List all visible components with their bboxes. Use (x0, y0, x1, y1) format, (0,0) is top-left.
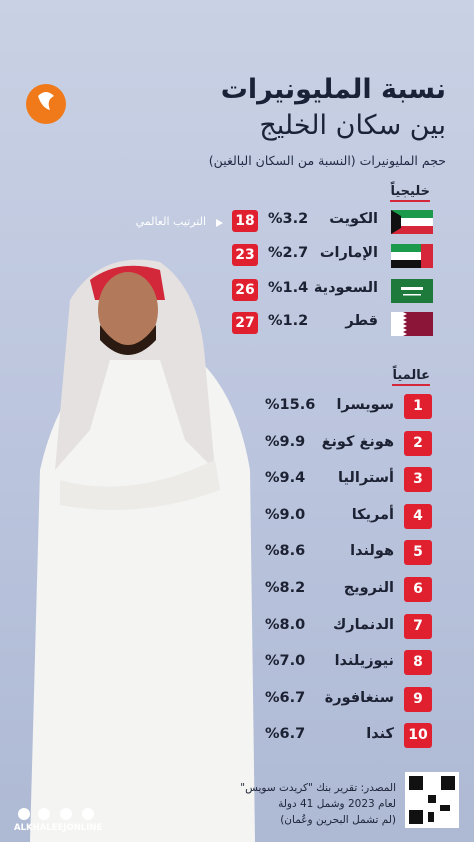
flag (391, 312, 433, 336)
share: %15.6 (265, 397, 316, 413)
flag (391, 244, 433, 268)
source: المصدر: تقرير بنك "كريدت سويس" (240, 782, 396, 794)
share: %7.0 (265, 653, 306, 670)
logo-mark (38, 92, 54, 110)
rank: 9 (404, 686, 432, 712)
country-name: سنغافورة (324, 689, 394, 706)
country-name: هونغ كونغ (321, 433, 394, 450)
rank: 7 (404, 613, 432, 639)
title: بين سكان الخليج (259, 110, 446, 141)
country-name: السعودية (313, 280, 378, 296)
country-name: الإمارات (319, 245, 378, 261)
country-name: أستراليا (338, 470, 394, 487)
flag (391, 210, 433, 234)
share: %1.4 (268, 280, 309, 296)
world-rank: 18 (232, 210, 258, 232)
brand: ALKHALEEJONLINE (14, 823, 103, 833)
country-name: سويسرا (336, 397, 394, 413)
rank: 5 (404, 540, 432, 566)
share: %8.0 (265, 616, 306, 633)
country-name: هولندا (350, 543, 394, 560)
country-name: أمريكا (351, 506, 394, 523)
arrow (216, 219, 223, 227)
rank: 6 (404, 577, 432, 602)
section-heading: خليجياً (390, 184, 430, 202)
country-name: الكويت (329, 211, 378, 227)
rank: 10 (404, 723, 432, 749)
share: %8.2 (265, 580, 306, 596)
share: %6.7 (265, 726, 306, 743)
source: (لم تشمل البحرين وعُمان) (280, 814, 396, 826)
source: لعام 2023 وشمل 41 دولة (278, 798, 396, 810)
share: %8.6 (265, 543, 306, 560)
share: %3.2 (268, 211, 309, 227)
rank: 3 (404, 467, 432, 493)
share: %9.4 (265, 470, 306, 487)
qr-code (405, 772, 459, 828)
rank: 2 (404, 430, 432, 456)
person-photo (30, 259, 255, 842)
share: %6.7 (265, 689, 306, 706)
country-name: نيوزيلندا (334, 653, 394, 670)
country-name: قطر (345, 313, 378, 329)
rank: 8 (404, 650, 432, 676)
subtitle: حجم المليونيرات (النسبة من السكان البالغ… (208, 153, 446, 168)
share: %2.7 (268, 245, 309, 261)
title: نسبة المليونيرات (220, 74, 446, 105)
share: %9.9 (265, 433, 306, 450)
world-rank: 27 (232, 312, 258, 334)
flag (391, 279, 433, 303)
social-icons (18, 808, 94, 820)
share: %1.2 (268, 313, 309, 329)
world-rank: 26 (232, 279, 258, 301)
section-heading: عالمياً (392, 368, 430, 386)
country-name: النرويج (343, 580, 394, 596)
country-name: الدنمارك (332, 616, 394, 633)
share: %9.0 (265, 506, 306, 523)
rank: 1 (404, 394, 432, 419)
country-name: كندا (366, 726, 394, 743)
rank-label: الترتيب العالمي (135, 215, 206, 228)
world-rank: 23 (232, 244, 258, 266)
rank: 4 (404, 503, 432, 529)
